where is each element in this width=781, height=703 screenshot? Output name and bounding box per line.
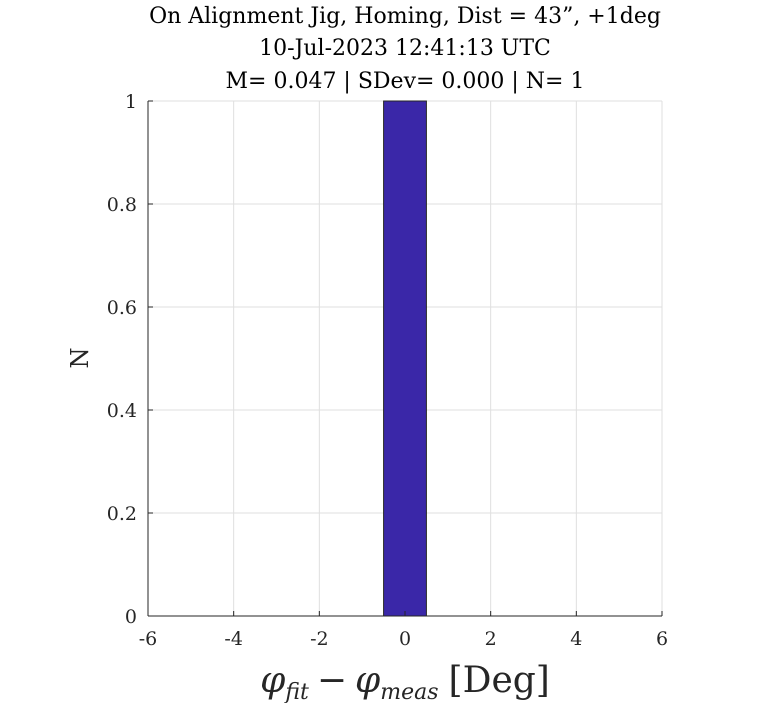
y-tick-label: 0.4	[107, 400, 137, 422]
histogram-bar	[383, 100, 427, 617]
x-tick-label: 0	[399, 628, 411, 650]
x-tick-label: -6	[139, 628, 158, 650]
y-tick-label: 0.6	[107, 297, 137, 319]
x-axis-label: φfit − φmeas [Deg]	[260, 660, 550, 703]
axis-ticks	[147, 100, 663, 617]
y-tick-label: 0.8	[107, 194, 137, 216]
y-tick-label: 0	[125, 606, 137, 628]
title-line-1: On Alignment Jig, Homing, Dist = 43”, +1…	[149, 4, 661, 29]
x-tick-label: 2	[485, 628, 497, 650]
plot-area: -6 -4 -2 0 2 4 6 0 0.2 0.4 0.6 0.8 1	[107, 91, 668, 650]
histogram-bars	[169, 100, 598, 617]
title-line-3: M= 0.047 | SDev= 0.000 | N= 1	[226, 69, 585, 94]
y-tick-label: 0.2	[107, 503, 137, 525]
x-tick-label: 4	[570, 628, 582, 650]
y-tick-label: 1	[125, 91, 137, 113]
axis-tick-labels: -6 -4 -2 0 2 4 6 0 0.2 0.4 0.6 0.8 1	[107, 91, 668, 650]
chart-title: On Alignment Jig, Homing, Dist = 43”, +1…	[149, 4, 661, 94]
title-line-2: 10-Jul-2023 12:41:13 UTC	[259, 36, 551, 61]
x-label-phi-meas: φ	[355, 660, 381, 701]
x-label-unit: [Deg]	[449, 660, 550, 701]
x-label-phi-fit: φ	[260, 660, 286, 701]
y-label-text: N	[66, 348, 94, 369]
x-tick-label: -2	[310, 628, 329, 650]
x-tick-label: -4	[224, 628, 243, 650]
x-label-subscript-meas: meas	[380, 680, 438, 703]
y-axis-label: N	[66, 348, 94, 369]
x-tick-label: 6	[656, 628, 668, 650]
svg-text:φfit−φmeas[Deg]: φfit − φmeas [Deg]	[260, 660, 550, 703]
x-label-subscript-fit: fit	[283, 680, 309, 703]
x-label-minus: −	[317, 660, 347, 701]
